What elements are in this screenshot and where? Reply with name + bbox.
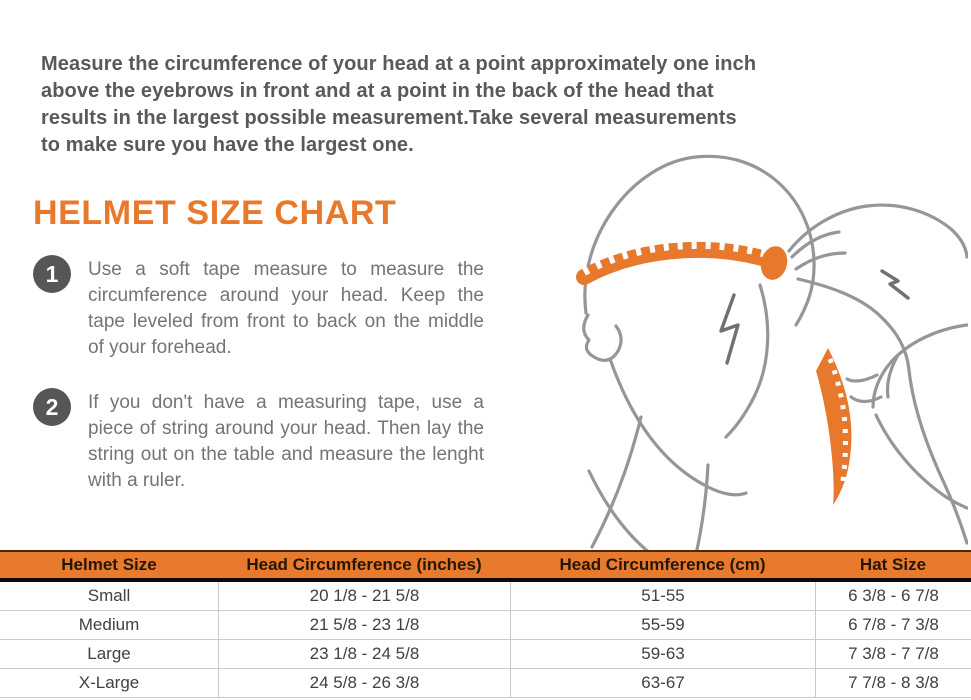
table-header-row: Helmet Size Head Circumference (inches) … [0,550,971,582]
step-2: 2 If you don't have a measuring tape, us… [33,388,485,494]
cell-inches: 21 5/8 - 23 1/8 [218,611,510,639]
step-2-number-badge: 2 [33,388,71,426]
cell-cm: 63-67 [510,669,815,697]
table-row-x-large: X-Large 24 5/8 - 26 3/8 63-67 7 7/8 - 8 … [0,669,971,698]
header-cell-circumference-inches: Head Circumference (inches) [246,555,482,574]
cell-cm: 51-55 [510,582,815,610]
step-1: 1 Use a soft tape measure to measure the… [33,255,485,361]
cell-inches: 23 1/8 - 24 5/8 [218,640,510,668]
cell-size: Small [87,586,131,605]
size-table: Helmet Size Head Circumference (inches) … [0,550,971,698]
table-row-large: Large 23 1/8 - 24 5/8 59-63 7 3/8 - 7 7/… [0,640,971,669]
cell-hat: 7 3/8 - 7 7/8 [815,640,971,668]
intro-line: Measure the circumference of your head a… [41,53,757,75]
cell-hat: 7 7/8 - 8 3/8 [815,669,971,697]
page-title: HELMET SIZE CHART [33,193,397,232]
header-cell-circumference-cm: Head Circumference (cm) [559,555,766,574]
cell-hat: 6 3/8 - 6 7/8 [815,582,971,610]
cell-size: Large [87,644,131,663]
header-cell-hat-size: Hat Size [859,555,927,574]
cell-cm: 59-63 [510,640,815,668]
intro-line: results in the largest possible measurem… [41,107,737,129]
intro-paragraph: Measure the circumference of your head a… [41,51,871,159]
header-cell-helmet-size: Helmet Size [61,555,157,574]
cell-size: Medium [78,615,140,634]
table-row-medium: Medium 21 5/8 - 23 1/8 55-59 6 7/8 - 7 3… [0,611,971,640]
head-measuring-tape-illustration [576,154,968,560]
step-1-text: Use a soft tape measure to measure the c… [88,259,484,358]
step-1-number-badge: 1 [33,255,71,293]
table-row-small: Small 20 1/8 - 21 5/8 51-55 6 3/8 - 6 7/… [0,582,971,611]
cell-hat: 6 7/8 - 7 3/8 [815,611,971,639]
cell-inches: 24 5/8 - 26 3/8 [218,669,510,697]
cell-inches: 20 1/8 - 21 5/8 [218,582,510,610]
intro-line: to make sure you have the largest one. [41,134,414,156]
cell-size: X-Large [78,673,140,692]
step-2-text: If you don't have a measuring tape, use … [88,392,484,491]
cell-cm: 55-59 [510,611,815,639]
intro-line: above the eyebrows in front and at a poi… [41,80,714,102]
